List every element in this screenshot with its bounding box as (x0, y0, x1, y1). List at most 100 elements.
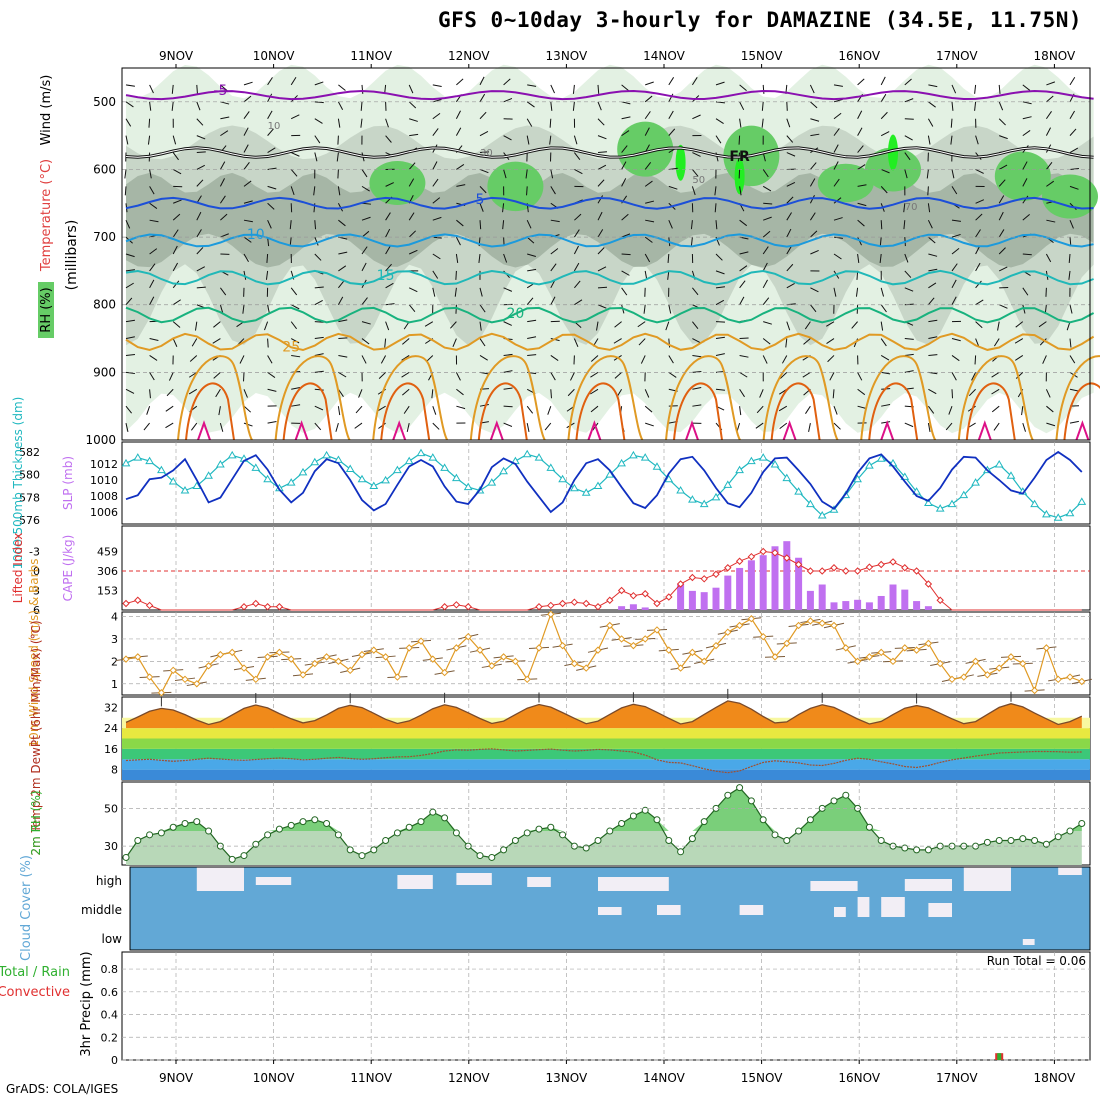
wind-barb (1046, 405, 1054, 413)
wind-speed-point (464, 632, 472, 641)
thickness-point (629, 450, 638, 459)
wind-speed-point (582, 664, 590, 672)
rh-point (618, 820, 626, 827)
rh-point (830, 797, 838, 805)
wind-barb (267, 304, 270, 314)
lifted-index-point (700, 575, 708, 583)
wind-barb (975, 245, 981, 255)
thickness-point (180, 486, 190, 494)
wind-barb (220, 130, 229, 137)
thickness-point (381, 475, 390, 484)
wind-speed-point (193, 680, 201, 688)
wind-barb (1022, 253, 1032, 256)
date-tick-label-top: 12NOV (448, 49, 490, 63)
wind-barb (338, 337, 348, 340)
isotherm-30-loop (282, 382, 333, 441)
wind-barb (621, 84, 629, 91)
wind-speed-point (334, 657, 343, 666)
wind-tick-label: 3 (111, 633, 118, 646)
rh-point (134, 836, 142, 844)
wind-barb (951, 84, 957, 94)
upper-air-border (121, 67, 1091, 441)
wind-barb (147, 135, 151, 145)
wind-barb (455, 270, 457, 280)
wind-barb (243, 81, 253, 86)
date-tick-label-top: 13NOV (546, 49, 588, 63)
wind-barb (361, 262, 367, 272)
wind-speed-point (381, 653, 390, 661)
thickness-point (1030, 499, 1039, 508)
rh-point (311, 816, 319, 824)
wind-barb (763, 321, 772, 325)
cloud-clear-gap (904, 879, 952, 891)
wind-barb (527, 354, 537, 356)
rh-point (783, 836, 791, 844)
wind-barb (786, 212, 792, 221)
wind-barb (549, 118, 552, 128)
wind-barb (643, 304, 646, 314)
wind-speed-point (181, 675, 189, 684)
isotherm-25-loop (665, 355, 741, 441)
wind-speed-point (912, 646, 921, 654)
wind-speed-point (1078, 677, 1086, 686)
date-tick-label-bottom: 13NOV (546, 1071, 588, 1085)
wind-barb (196, 164, 205, 170)
thickness-point (593, 481, 603, 489)
wind-barb (762, 262, 768, 272)
wind-barb (1015, 321, 1024, 328)
cape-bar (747, 560, 755, 610)
wind-barb (668, 110, 674, 119)
wind-barb (408, 304, 416, 313)
wind-barb (1022, 101, 1032, 105)
wind-barb (526, 297, 534, 306)
rh-point (771, 831, 779, 839)
wind-barb (456, 184, 466, 187)
wind-barb (951, 248, 960, 255)
lifted-index-point (653, 599, 661, 608)
date-tick-label-top: 9NOV (159, 49, 194, 63)
wind-barb (432, 253, 441, 260)
wind-barb (220, 213, 228, 221)
cape-bar (700, 592, 708, 610)
wind-barb (668, 128, 676, 136)
pressure-tick-label: 700 (93, 230, 116, 244)
cape-bar (913, 601, 921, 610)
wind-barb (975, 262, 981, 272)
wind-barb (526, 118, 533, 127)
rh-point (1054, 833, 1062, 841)
rh-point (747, 797, 755, 805)
lifted-index-point (936, 596, 944, 604)
wind-speed-point (134, 653, 142, 661)
wind-barb (621, 116, 631, 120)
wind-barb (190, 422, 198, 431)
wind-barb (213, 321, 221, 328)
temp-tick-label: 8 (111, 764, 118, 777)
wind-barb (526, 236, 535, 244)
wind-barb (637, 321, 646, 328)
wind-speed-point (440, 668, 449, 677)
wind-barb (668, 77, 675, 86)
rh-legend-swatch (38, 282, 54, 338)
wind-barb (290, 169, 298, 177)
wind-barb (503, 135, 512, 141)
wind-barb (314, 81, 324, 86)
thickness-point (794, 487, 803, 495)
cape-bar (629, 604, 637, 610)
cape-bar (724, 575, 732, 610)
date-tick-label-bottom: 18NOV (1034, 1071, 1076, 1085)
wind-barb (550, 219, 560, 223)
wind-barb (196, 211, 202, 221)
lifted-index-point (889, 558, 897, 566)
wind-barb (1022, 195, 1029, 204)
wind-barb (574, 169, 583, 175)
slp-tick-label: 1010 (90, 474, 118, 487)
lifted-index-point (629, 591, 638, 600)
wind-barb (526, 422, 530, 433)
wind-barb (479, 203, 484, 212)
rh-point (877, 836, 885, 844)
wind-barb (945, 422, 953, 431)
wind-barb (314, 118, 323, 124)
wind-barb (125, 118, 132, 127)
date-tick-label-top: 14NOV (643, 49, 685, 63)
thickness-point (758, 453, 768, 461)
